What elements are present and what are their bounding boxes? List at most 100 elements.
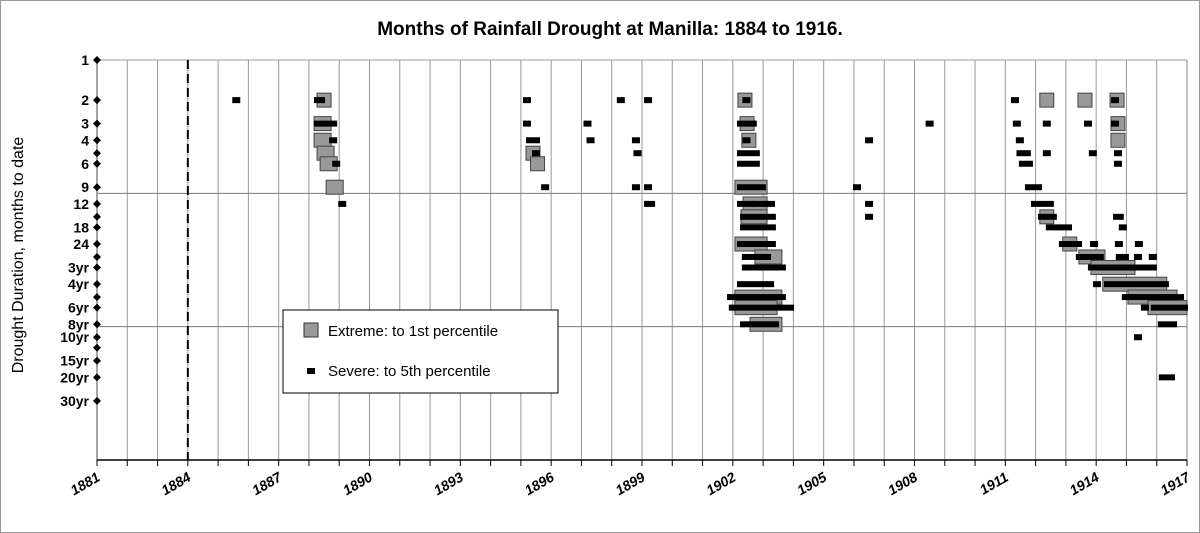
x-tick-label: 1881 xyxy=(68,469,103,499)
severe-mark xyxy=(740,213,776,220)
severe-mark xyxy=(644,97,653,104)
grid xyxy=(97,59,1188,460)
severe-mark xyxy=(865,213,874,220)
severe-mark xyxy=(314,120,338,127)
y-tick-diamond xyxy=(93,396,101,405)
severe-mark xyxy=(742,137,751,144)
y-tick-diamond xyxy=(93,343,101,352)
severe-mark xyxy=(1113,160,1122,167)
severe-mark xyxy=(751,200,766,207)
severe-mark xyxy=(865,200,874,207)
severe-mark xyxy=(1115,253,1129,260)
y-tick-diamond xyxy=(93,159,101,168)
severe-mark xyxy=(522,97,531,104)
y-tick-label: 24 xyxy=(73,236,89,252)
severe-mark xyxy=(1110,120,1119,127)
y-tick-label: 1 xyxy=(81,52,89,68)
severe-mark xyxy=(1113,150,1122,157)
severe-mark xyxy=(631,184,640,191)
severe-mark xyxy=(1157,321,1178,328)
severe-mark xyxy=(737,241,776,248)
severe-mark xyxy=(314,97,326,104)
severe-mark xyxy=(586,137,595,144)
severe-mark xyxy=(741,264,786,271)
severe-mark xyxy=(1031,200,1054,207)
y-tick-diamond xyxy=(93,212,101,221)
severe-mark xyxy=(1024,184,1043,191)
y-tick-diamond xyxy=(93,119,101,128)
severe-mark xyxy=(741,253,772,260)
x-tick-label: 1893 xyxy=(431,469,466,499)
extreme-mark xyxy=(1039,92,1055,108)
y-tick-label: 3 xyxy=(81,116,89,132)
severe-mark xyxy=(1042,150,1051,157)
severe-mark xyxy=(338,200,347,207)
severe-mark xyxy=(1118,224,1127,231)
y-tick-diamond xyxy=(93,293,101,302)
severe-mark xyxy=(1083,120,1092,127)
severe-mark xyxy=(1018,160,1033,167)
severe-mark xyxy=(332,160,341,167)
severe-mark xyxy=(1011,97,1020,104)
severe-mark xyxy=(1045,224,1073,231)
severe-mark xyxy=(329,137,338,144)
y-tick-diamond xyxy=(93,252,101,261)
y-tick-diamond xyxy=(93,303,101,312)
severe-mark xyxy=(865,137,874,144)
y-tick-diamond xyxy=(93,56,101,64)
severe-mark xyxy=(1058,241,1082,248)
y-tick-label: 9 xyxy=(81,179,89,195)
severe-mark xyxy=(737,200,755,207)
x-tick-label: 1896 xyxy=(522,469,557,499)
x-tick-label: 1908 xyxy=(885,469,920,499)
x-tick-label: 1911 xyxy=(977,469,1011,498)
legend-severe-swatch xyxy=(307,368,315,374)
y-tick-diamond xyxy=(93,183,101,192)
severe-mark xyxy=(925,120,934,127)
severe-mark xyxy=(737,120,757,127)
severe-mark xyxy=(1087,264,1152,271)
severe-mark xyxy=(1140,304,1149,311)
severe-mark xyxy=(737,160,760,167)
severe-mark xyxy=(1148,264,1157,271)
severe-mark xyxy=(1012,120,1021,127)
severe-mark xyxy=(737,281,775,288)
axes: 1234691218243yr4yr6yr8yr10yr15yr20yr30yr… xyxy=(60,52,1193,498)
severe-mark xyxy=(1037,213,1057,220)
severe-mark xyxy=(1114,241,1123,248)
y-tick-diamond xyxy=(93,240,101,249)
severe-mark xyxy=(583,120,592,127)
y-tick-label: 18 xyxy=(73,219,89,235)
y-tick-label: 8yr xyxy=(68,316,90,332)
severe-mark xyxy=(1150,304,1188,311)
severe-mark xyxy=(737,150,760,157)
legend-extreme-swatch xyxy=(303,322,319,338)
severe-mark xyxy=(740,224,776,231)
severe-mark xyxy=(1088,150,1097,157)
y-tick-diamond xyxy=(93,96,101,105)
severe-mark xyxy=(1121,294,1185,301)
severe-mark xyxy=(522,120,531,127)
severe-mark xyxy=(742,97,751,104)
extreme-mark xyxy=(530,156,546,172)
severe-mark xyxy=(232,97,241,104)
y-tick-diamond xyxy=(93,263,101,272)
y-tick-diamond xyxy=(93,136,101,145)
y-tick-label: 30yr xyxy=(60,393,89,409)
severe-mark xyxy=(644,200,656,207)
severe-mark xyxy=(1042,120,1051,127)
x-tick-label: 1905 xyxy=(794,469,829,499)
severe-mark xyxy=(616,97,625,104)
severe-mark xyxy=(1133,334,1142,341)
y-tick-label: 10yr xyxy=(60,329,89,345)
severe-mark xyxy=(1103,281,1169,288)
x-tick-label: 1887 xyxy=(249,468,285,498)
severe-mark xyxy=(1110,97,1119,104)
legend-extreme-label: Extreme: to 1st percentile xyxy=(328,323,498,340)
legend-box xyxy=(282,309,559,394)
y-tick-diamond xyxy=(93,199,101,208)
extreme-mark xyxy=(1077,92,1093,108)
chart-title: Months of Rainfall Drought at Manilla: 1… xyxy=(377,19,843,40)
extreme-mark xyxy=(1110,132,1126,148)
legend-severe-label: Severe: to 5th percentile xyxy=(328,363,491,380)
